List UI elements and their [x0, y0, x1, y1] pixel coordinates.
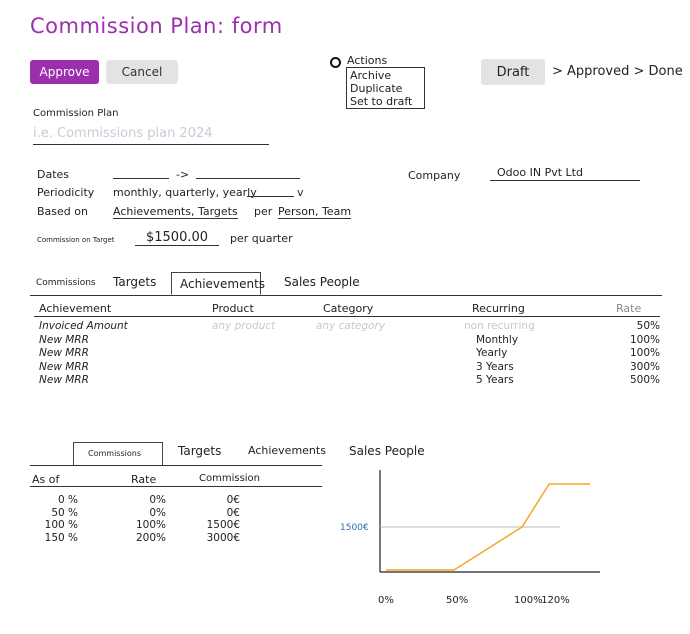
commission-on-target-field[interactable]: $1500.00: [135, 230, 219, 246]
action-set-to-draft[interactable]: Set to draft: [350, 95, 413, 108]
date-start-field[interactable]: [113, 178, 169, 179]
commission-cell-as_of: 150 %: [44, 531, 78, 544]
commission-cell-as_of: 0 %: [58, 494, 78, 506]
chart-reference-label: 1500€: [340, 523, 369, 533]
dates-label: Dates: [37, 168, 70, 181]
tab2-targets[interactable]: Targets: [178, 444, 222, 458]
column-header-category: Category: [323, 302, 374, 315]
achievement-cell-rate: 50%: [636, 320, 660, 332]
page-title: Commission Plan: form: [30, 14, 283, 38]
achievement-cell-achievement: Invoiced Amount: [39, 320, 128, 332]
actions-label[interactable]: Actions: [347, 54, 388, 67]
commission-cell-commission: 3000€: [206, 531, 240, 544]
achievement-cell-recurring: 5 Years: [476, 374, 514, 386]
tab-commissions-active-frame: [73, 442, 163, 465]
achievement-cell-rate: 100%: [629, 347, 660, 359]
status-draft[interactable]: Draft: [481, 59, 545, 85]
commissions-header-divider: [30, 486, 322, 487]
tab2-sales-people[interactable]: Sales People: [349, 444, 425, 458]
action-duplicate[interactable]: Duplicate: [350, 82, 403, 95]
periodicity-select[interactable]: monthly, quarterly, yearly: [113, 186, 257, 199]
target-period-label: per quarter: [230, 232, 293, 245]
chevron-down-icon[interactable]: v: [297, 186, 304, 199]
commission-cell-as_of: 100 %: [44, 519, 78, 531]
company-underline: [490, 180, 640, 181]
column-header-rate2: Rate: [131, 473, 157, 486]
achievement-cell-category: any category: [316, 320, 386, 332]
actions-radio-icon[interactable]: [330, 57, 341, 68]
achievement-cell-recurring: Yearly: [476, 347, 508, 359]
periodicity-underline: [247, 196, 294, 197]
achievement-cell-achievement: New MRR: [39, 374, 89, 386]
commission-cell-rate: 200%: [135, 531, 166, 544]
per-field[interactable]: Person, Team: [278, 205, 352, 219]
commission-cell-as_of: 50 %: [51, 506, 78, 519]
per-label: per: [254, 205, 273, 218]
achievement-cell-rate: 100%: [629, 333, 660, 346]
action-archive[interactable]: Archive: [350, 69, 392, 82]
column-header-as-of: As of: [32, 473, 60, 486]
column-header-recurring: Recurring: [472, 302, 525, 315]
status-steps[interactable]: > Approved > Done: [552, 64, 683, 79]
tab-commissions[interactable]: Commissions: [36, 278, 96, 288]
company-label: Company: [408, 169, 461, 182]
based-on-field[interactable]: Achievements, Targets: [113, 205, 238, 219]
achievement-cell-achievement: New MRR: [39, 347, 89, 359]
commission-cell-rate: 100%: [135, 519, 166, 531]
company-field[interactable]: Odoo IN Pvt Ltd: [497, 166, 583, 179]
achievement-cell-rate: 500%: [629, 374, 660, 386]
commission-chart: 1500€ 0% 50% 100%120%: [340, 470, 600, 606]
column-header-achievement: Achievement: [39, 302, 112, 315]
commission-plan-input[interactable]: i.e. Commissions plan 2024: [33, 126, 269, 145]
chart-x-tick-label: 0%: [378, 595, 394, 606]
achievement-cell-recurring: Monthly: [476, 333, 519, 346]
chart-x-tick-label: 120%: [541, 595, 570, 606]
commission-cell-commission: 0€: [226, 506, 240, 519]
grid-header-divider: [34, 316, 660, 317]
chart-x-tick-label: 100%: [514, 595, 543, 606]
commission-cell-commission: 1500€: [206, 519, 240, 531]
dates-separator: ->: [176, 168, 190, 181]
bottom-tabs-baseline: [30, 465, 322, 466]
commission-cell-rate: 0%: [149, 506, 166, 519]
commission-cell-commission: 0€: [226, 494, 240, 506]
achievement-cell-recurring: 3 Years: [476, 360, 514, 373]
achievement-cell-achievement: New MRR: [39, 333, 89, 346]
tab-achievements[interactable]: Achievements: [171, 272, 265, 295]
chart-x-tick-label: 50%: [446, 595, 468, 606]
achievement-cell-achievement: New MRR: [39, 360, 89, 373]
date-end-field[interactable]: [196, 178, 300, 179]
commission-on-target-label: Commission on Target: [37, 236, 115, 244]
cancel-button[interactable]: Cancel: [106, 60, 178, 84]
achievement-cell-product: any product: [212, 320, 276, 332]
tabs-baseline: [30, 295, 662, 296]
achievement-cell-rate: 300%: [629, 360, 660, 373]
actions-menu: Archive Duplicate Set to draft: [346, 67, 425, 109]
achievement-cell-recurring: non recurring: [464, 320, 535, 332]
chart-series-line: [386, 483, 590, 571]
approve-button[interactable]: Approve: [30, 60, 99, 84]
column-header-product: Product: [212, 302, 254, 315]
tab2-commissions[interactable]: Commissions: [88, 449, 141, 458]
tab-sales-people[interactable]: Sales People: [284, 275, 360, 289]
tab2-achievements[interactable]: Achievements: [248, 444, 326, 457]
column-header-commission: Commission: [199, 473, 261, 484]
commission-plan-label: Commission Plan: [33, 108, 119, 119]
based-on-label: Based on: [37, 205, 88, 218]
commission-cell-rate: 0%: [149, 494, 166, 506]
column-header-rate: Rate: [616, 302, 642, 315]
periodicity-label: Periodicity: [37, 186, 95, 199]
tab-targets[interactable]: Targets: [113, 275, 157, 289]
